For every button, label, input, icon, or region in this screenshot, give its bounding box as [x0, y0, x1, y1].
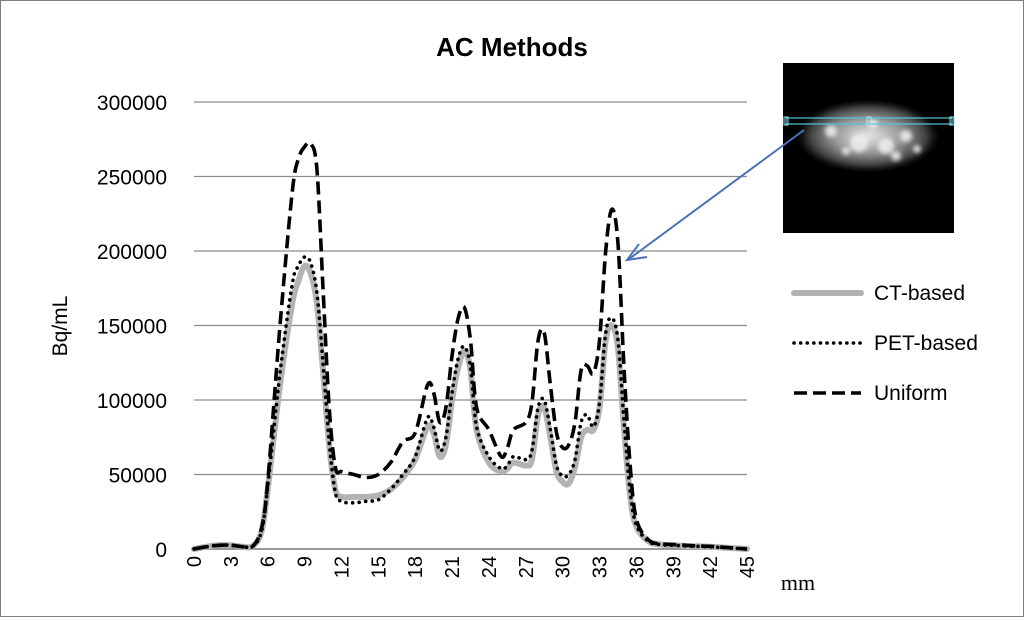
- legend: CT-based PET-based Uniform: [791, 282, 978, 405]
- legend-label-pet-based: PET-based: [874, 332, 978, 355]
- x-tick-label: 30: [553, 556, 575, 578]
- x-tick-label: 9: [295, 556, 317, 567]
- legend-label-uniform: Uniform: [874, 382, 948, 405]
- inset-pet-image: [783, 63, 955, 233]
- plot-lines: [191, 140, 750, 552]
- y-tick-label: 0: [155, 539, 167, 562]
- x-tick-label: 36: [626, 556, 648, 578]
- x-tick-label: 12: [331, 556, 353, 578]
- x-tick-labels: 0 3 6 9 12 15 18 21 24 27 30 33 36 39 42 45: [184, 556, 759, 578]
- y-tick-label: 250000: [97, 167, 167, 190]
- y-tick-label: 50000: [109, 465, 167, 488]
- y-tick-label: 150000: [97, 316, 167, 339]
- y-tick-label: 200000: [97, 241, 167, 264]
- x-tick-label: 6: [258, 556, 280, 567]
- series-line-ct-based: [191, 262, 750, 552]
- x-tick-label: 27: [516, 556, 538, 578]
- x-tick-label: 42: [700, 556, 722, 578]
- series-line-pet-based: [192, 255, 749, 551]
- x-tick-label: 39: [663, 556, 685, 578]
- legend-item-ct-based: CT-based: [791, 282, 965, 305]
- x-axis-label: mm: [781, 570, 815, 595]
- legend-label-ct-based: CT-based: [874, 282, 965, 305]
- legend-item-pet-based: PET-based: [792, 332, 978, 355]
- gridlines: [194, 101, 747, 550]
- x-tick-label: 21: [442, 556, 464, 578]
- x-tick-label: 3: [221, 556, 243, 567]
- y-axis-label: Bq/mL: [49, 296, 72, 357]
- y-tick-label: 300000: [97, 92, 167, 115]
- legend-item-uniform: Uniform: [794, 382, 948, 405]
- x-tick-label: 24: [479, 556, 501, 578]
- x-tick-label: 15: [368, 556, 390, 578]
- y-tick-label: 100000: [97, 390, 167, 413]
- x-tick-label: 33: [590, 556, 612, 578]
- x-tick-label: 18: [405, 556, 427, 578]
- x-tick-label: 0: [184, 556, 206, 567]
- y-tick-labels: 0 50000 100000 150000 200000 250000 300000: [97, 92, 167, 562]
- series-line-uniform: [193, 140, 748, 551]
- chart-title: AC Methods: [436, 32, 588, 62]
- x-tick-label: 45: [737, 556, 759, 578]
- arrow-pointer: [624, 129, 805, 262]
